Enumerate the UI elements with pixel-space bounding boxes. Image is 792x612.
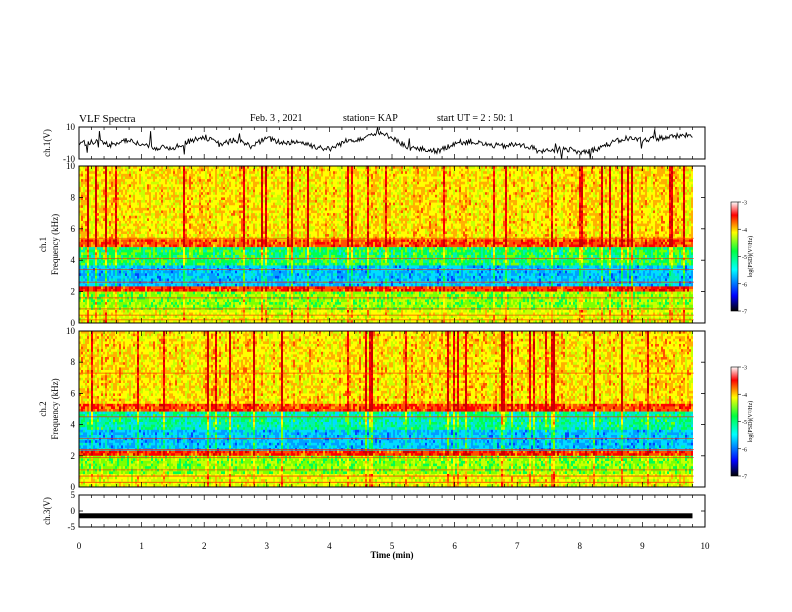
y-tick-label-3-8: 8	[71, 357, 76, 367]
colorbar-tick-2--3: -3	[742, 366, 747, 372]
y-axis-label-1: ch.1(V)	[42, 129, 52, 157]
y-tick-label-2-8: 8	[71, 192, 76, 202]
y-axis-label-2-line2: Frequency (kHz)	[50, 214, 60, 275]
colorbar-tick-2--5: -5	[742, 420, 747, 426]
colorbar-tick-1--6: -6	[742, 282, 747, 288]
y-tick-label-3-10: 10	[66, 326, 76, 336]
x-tick-label-6: 6	[452, 541, 457, 551]
x-tick-label-8: 8	[578, 541, 583, 551]
colorbar-tick-1--7: -7	[742, 310, 747, 316]
y-tick-label-2-4: 4	[71, 255, 76, 265]
y-axis-label-2-line1: ch.1	[38, 237, 48, 252]
colorbar-tick-1--3: -3	[742, 201, 747, 207]
colorbar-2	[731, 367, 738, 476]
x-tick-label-10: 10	[701, 541, 711, 551]
x-tick-label-4: 4	[327, 541, 332, 551]
x-tick-label-3: 3	[265, 541, 270, 551]
x-tick-label-2: 2	[202, 541, 207, 551]
y-tick-label-4-5: 5	[71, 490, 76, 500]
spectrogram-2	[79, 331, 705, 487]
y-tick-label-1-10: 10	[66, 122, 76, 132]
colorbar-tick-1--4: -4	[742, 228, 747, 234]
y-tick-label-3-4: 4	[71, 420, 76, 430]
y-tick-label-2-10: 10	[66, 161, 76, 171]
colorbar-tick-2--7: -7	[742, 475, 747, 481]
x-axis-label: Time (min)	[370, 550, 413, 560]
y-tick-label-4--5: -5	[68, 522, 76, 532]
waveform-line-1	[79, 127, 693, 159]
y-tick-label-3-2: 2	[71, 451, 76, 461]
y-axis-label-3-line2: Frequency (kHz)	[50, 378, 60, 439]
y-tick-label-2-2: 2	[71, 287, 76, 297]
y-tick-label-4-0: 0	[71, 506, 76, 516]
y-tick-label-2-6: 6	[71, 224, 76, 234]
x-tick-label-9: 9	[640, 541, 645, 551]
colorbar-1	[731, 202, 738, 311]
colorbar-tick-2--6: -6	[742, 447, 747, 453]
colorbar-label-1: log(PSD)(V²/Hz)	[747, 236, 754, 277]
x-tick-label-7: 7	[515, 541, 520, 551]
waveform-line-4	[79, 513, 692, 518]
vlf-figure: 10-10ch.1(V)0246810ch.1 Frequency (kHz)02…	[0, 0, 792, 612]
colorbar-tick-2--4: -4	[742, 393, 747, 399]
x-tick-label-1: 1	[139, 541, 144, 551]
colorbar-tick-1--5: -5	[742, 255, 747, 261]
y-axis-label-4: ch.3(V)	[42, 497, 52, 525]
x-tick-label-0: 0	[77, 541, 82, 551]
spectrogram-1	[79, 166, 705, 323]
y-tick-label-3-6: 6	[71, 388, 76, 398]
y-axis-label-3-line1: ch.2	[38, 401, 48, 416]
colorbar-label-2: log(PSD)(V²/Hz)	[747, 401, 754, 442]
